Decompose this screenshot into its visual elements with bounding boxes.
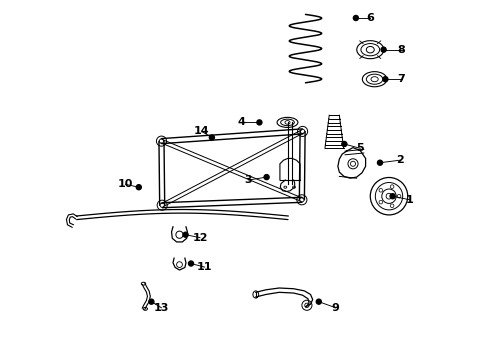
Text: 4: 4 xyxy=(238,117,245,127)
Text: 3: 3 xyxy=(245,175,252,185)
Circle shape xyxy=(353,15,358,21)
Circle shape xyxy=(342,141,347,147)
Text: 13: 13 xyxy=(154,303,169,313)
Text: 5: 5 xyxy=(356,143,364,153)
Text: 10: 10 xyxy=(118,179,133,189)
Circle shape xyxy=(209,135,215,140)
Circle shape xyxy=(183,232,188,237)
Text: 1: 1 xyxy=(406,195,414,205)
Text: 12: 12 xyxy=(192,233,208,243)
Text: 9: 9 xyxy=(332,303,340,313)
Circle shape xyxy=(264,175,269,180)
Circle shape xyxy=(149,299,154,304)
Text: 2: 2 xyxy=(396,155,404,165)
Text: 7: 7 xyxy=(398,74,405,84)
Text: 14: 14 xyxy=(194,126,210,136)
Text: 8: 8 xyxy=(398,45,405,55)
Circle shape xyxy=(136,185,141,190)
Circle shape xyxy=(390,194,395,199)
Circle shape xyxy=(377,160,383,165)
Circle shape xyxy=(257,120,262,125)
Circle shape xyxy=(189,261,194,266)
Circle shape xyxy=(316,299,321,304)
Text: 11: 11 xyxy=(197,262,213,272)
Text: 6: 6 xyxy=(367,13,374,23)
Circle shape xyxy=(383,77,388,82)
Circle shape xyxy=(381,47,386,52)
